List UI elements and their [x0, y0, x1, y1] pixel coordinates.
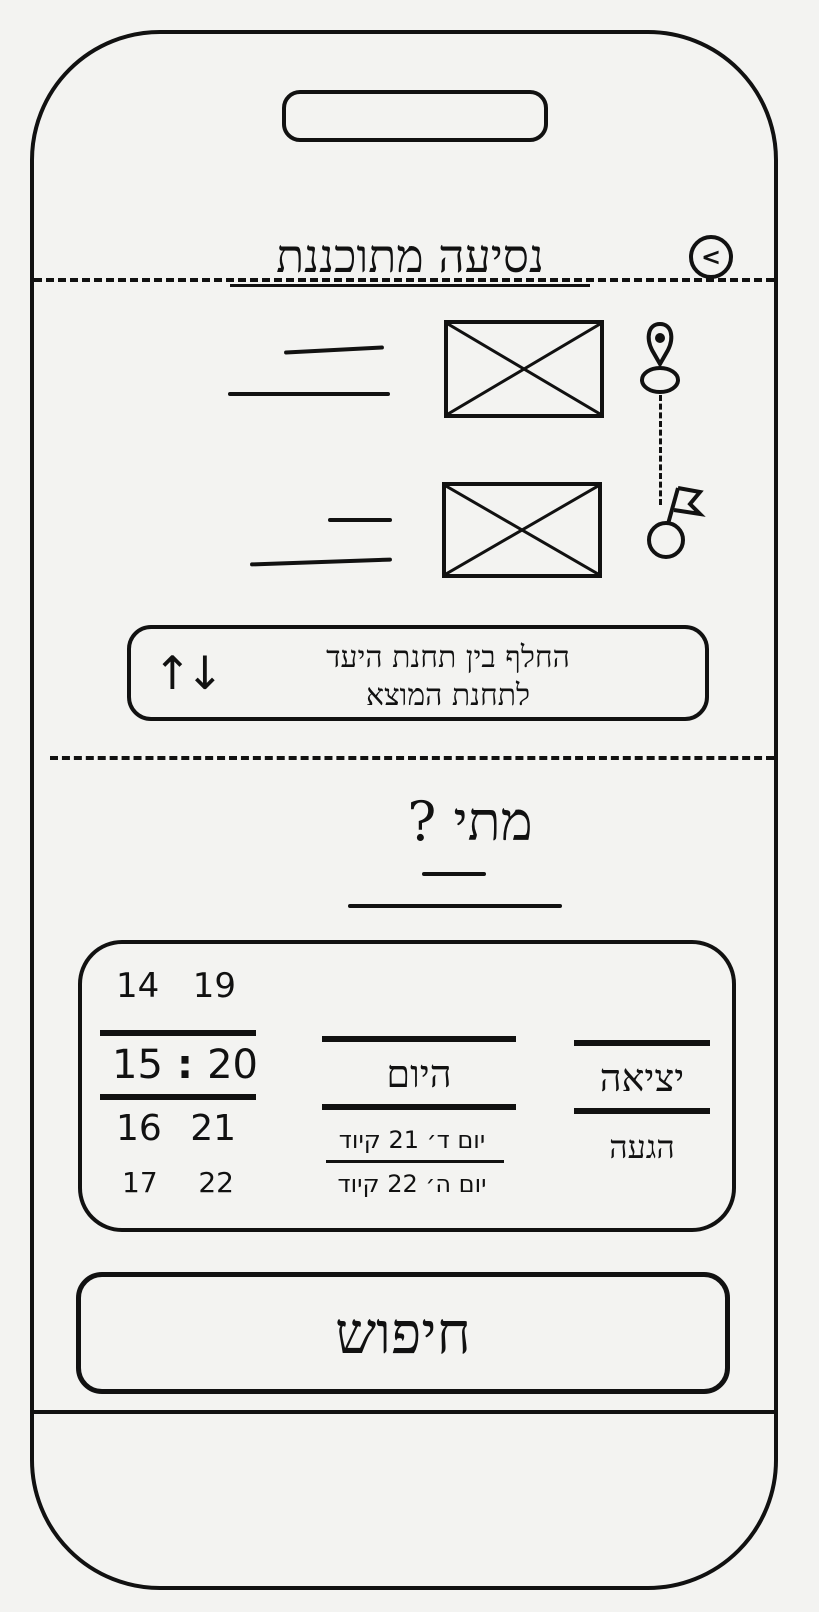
origin-text-line — [228, 392, 390, 396]
bottom-bar-divider — [34, 1410, 774, 1414]
swap-stations-button[interactable]: ↑↓ החלף בין תחנת היעד לתחנת המוצא — [127, 625, 709, 721]
phone-notch — [282, 90, 548, 142]
day-row-next1[interactable]: יום ד׳ 21 קיוד — [338, 1126, 486, 1154]
time-row-next2[interactable]: 17 22 — [122, 1166, 234, 1199]
swap-label-line2: לתחנת המוצא — [365, 678, 531, 713]
page-title: נסיעה מתוכננת — [230, 228, 590, 287]
map-pin-icon — [640, 321, 680, 394]
time-row-selected[interactable]: 15:20 — [112, 1042, 258, 1088]
type-row-next[interactable]: הגעה — [609, 1128, 675, 1166]
when-subtext-line — [422, 872, 486, 876]
time-row-next1[interactable]: 16 21 — [116, 1108, 236, 1149]
when-heading: מתי ? — [407, 790, 533, 853]
type-selection-bottom — [574, 1108, 710, 1114]
flag-icon — [647, 486, 706, 559]
time-selection-bottom — [100, 1094, 256, 1100]
header-divider — [34, 278, 774, 282]
destination-subtext-line — [328, 518, 392, 522]
type-row-selected[interactable]: יציאה — [599, 1056, 685, 1100]
search-button[interactable]: חיפוש — [76, 1272, 730, 1394]
time-selection-top — [100, 1030, 256, 1036]
back-button[interactable]: < — [689, 235, 733, 279]
day-selection-bottom — [322, 1104, 516, 1110]
day-divider — [326, 1160, 504, 1163]
time-row-prev[interactable]: 14 19 — [116, 966, 236, 1006]
destination-image-placeholder — [442, 482, 602, 578]
phone-frame — [30, 30, 778, 1590]
when-text-line — [348, 904, 562, 908]
datetime-picker[interactable]: 14 19 15:20 16 21 17 22 היום יום ד׳ 21 קיוד… — [78, 940, 736, 1232]
day-row-selected[interactable]: היום — [386, 1052, 452, 1096]
route-connector — [659, 395, 662, 505]
day-row-next2[interactable]: יום ה׳ 22 קיוד — [337, 1170, 487, 1198]
swap-label-line1: החלף בין תחנת היעד — [326, 640, 570, 675]
section-divider — [50, 756, 774, 760]
swap-vertical-icon: ↑↓ — [153, 646, 224, 700]
type-selection-top — [574, 1040, 710, 1046]
origin-image-placeholder — [444, 320, 604, 418]
chevron-left-icon: < — [700, 243, 722, 271]
day-selection-top — [322, 1036, 516, 1042]
